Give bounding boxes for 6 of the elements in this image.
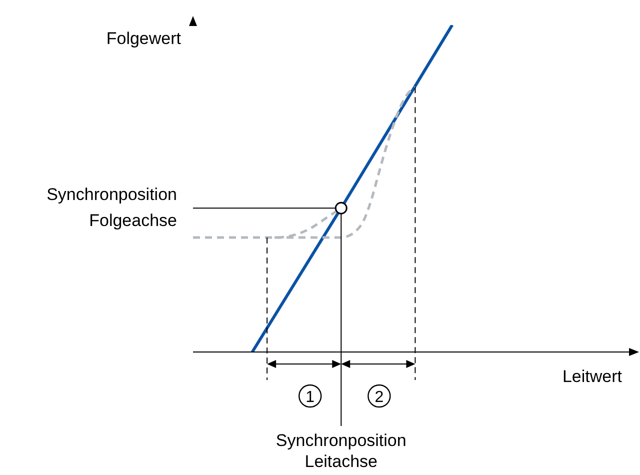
text: 2: [374, 389, 384, 406]
y-axis-title: Folgewert: [106, 29, 182, 48]
x-axis-title: Leitwert: [562, 367, 622, 386]
ref-line-label: Synchronposition Folgeachse: [46, 185, 177, 230]
text: 1: [306, 389, 315, 406]
text: Synchronposition Leitachse: [276, 431, 406, 471]
